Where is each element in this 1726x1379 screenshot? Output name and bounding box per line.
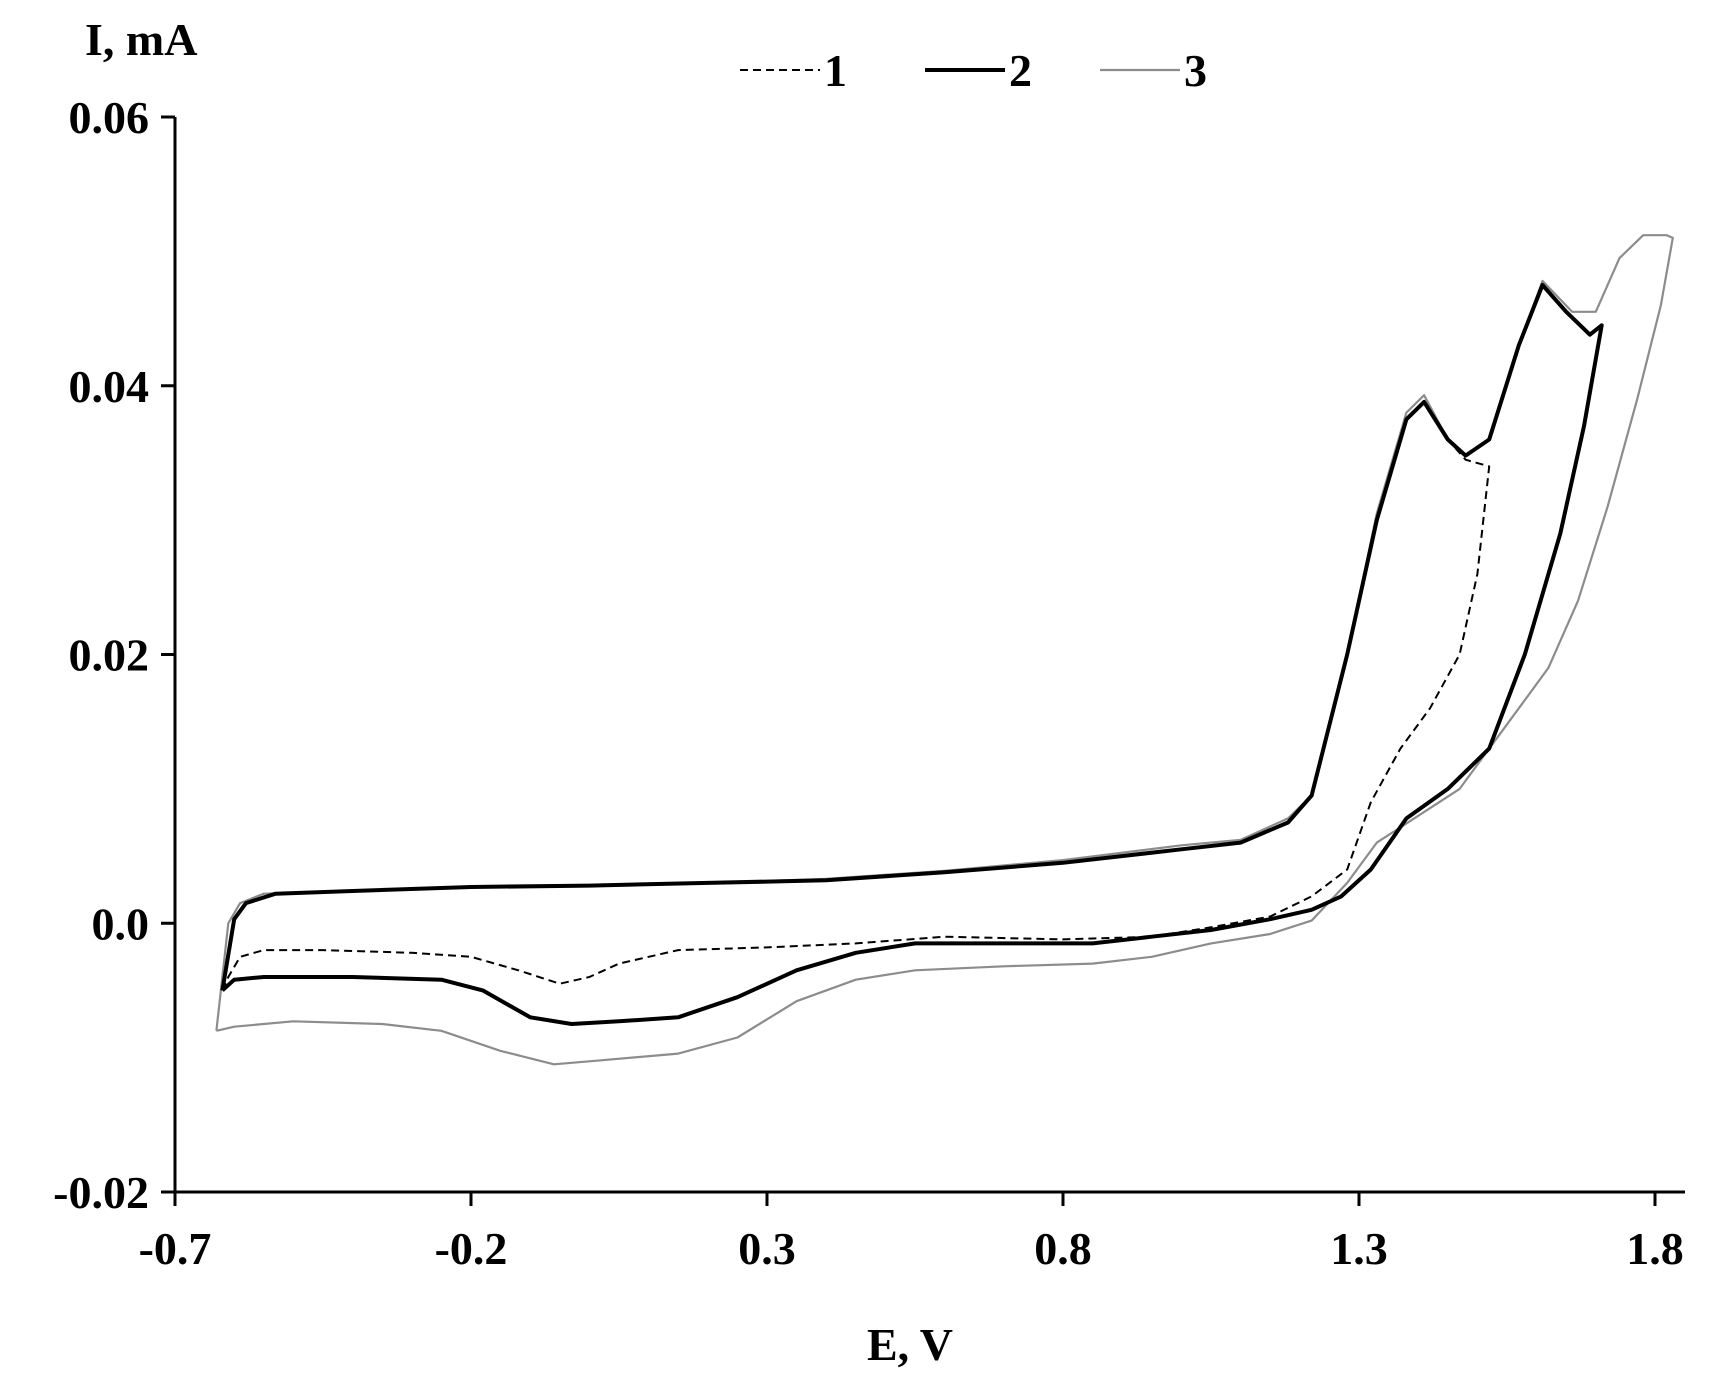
series-1-line [221,400,1491,991]
legend-label-3: 3 [1184,45,1207,96]
legend-label-1: 1 [824,45,847,96]
legend: 1 2 3 [740,45,1207,96]
series-lines [215,234,1674,1066]
y-tick-label: 0.06 [69,92,150,143]
x-tick-label: 1.8 [1626,1223,1684,1274]
x-tick-label: 0.3 [738,1223,796,1274]
y-ticks: -0.02 0.0 0.02 0.04 0.06 [53,92,175,1218]
series-2-line [220,283,1604,1026]
x-axis-label: E, V [867,1319,953,1370]
y-tick-label: 0.04 [69,361,150,412]
x-ticks: -0.7 -0.2 0.3 0.8 1.3 1.8 [139,1192,1684,1274]
x-tick-label: 1.3 [1330,1223,1388,1274]
y-tick-label: 0.02 [69,630,150,681]
y-axis-label: I, mA [85,14,197,65]
legend-label-2: 2 [1009,45,1032,96]
x-tick-label: 0.8 [1034,1223,1092,1274]
axes [173,117,1685,1194]
y-tick-label: -0.02 [53,1167,149,1218]
y-tick-label: 0.0 [92,898,150,949]
series-3-line [215,234,1674,1066]
x-tick-label: -0.2 [435,1223,508,1274]
x-tick-label: -0.7 [139,1223,212,1274]
